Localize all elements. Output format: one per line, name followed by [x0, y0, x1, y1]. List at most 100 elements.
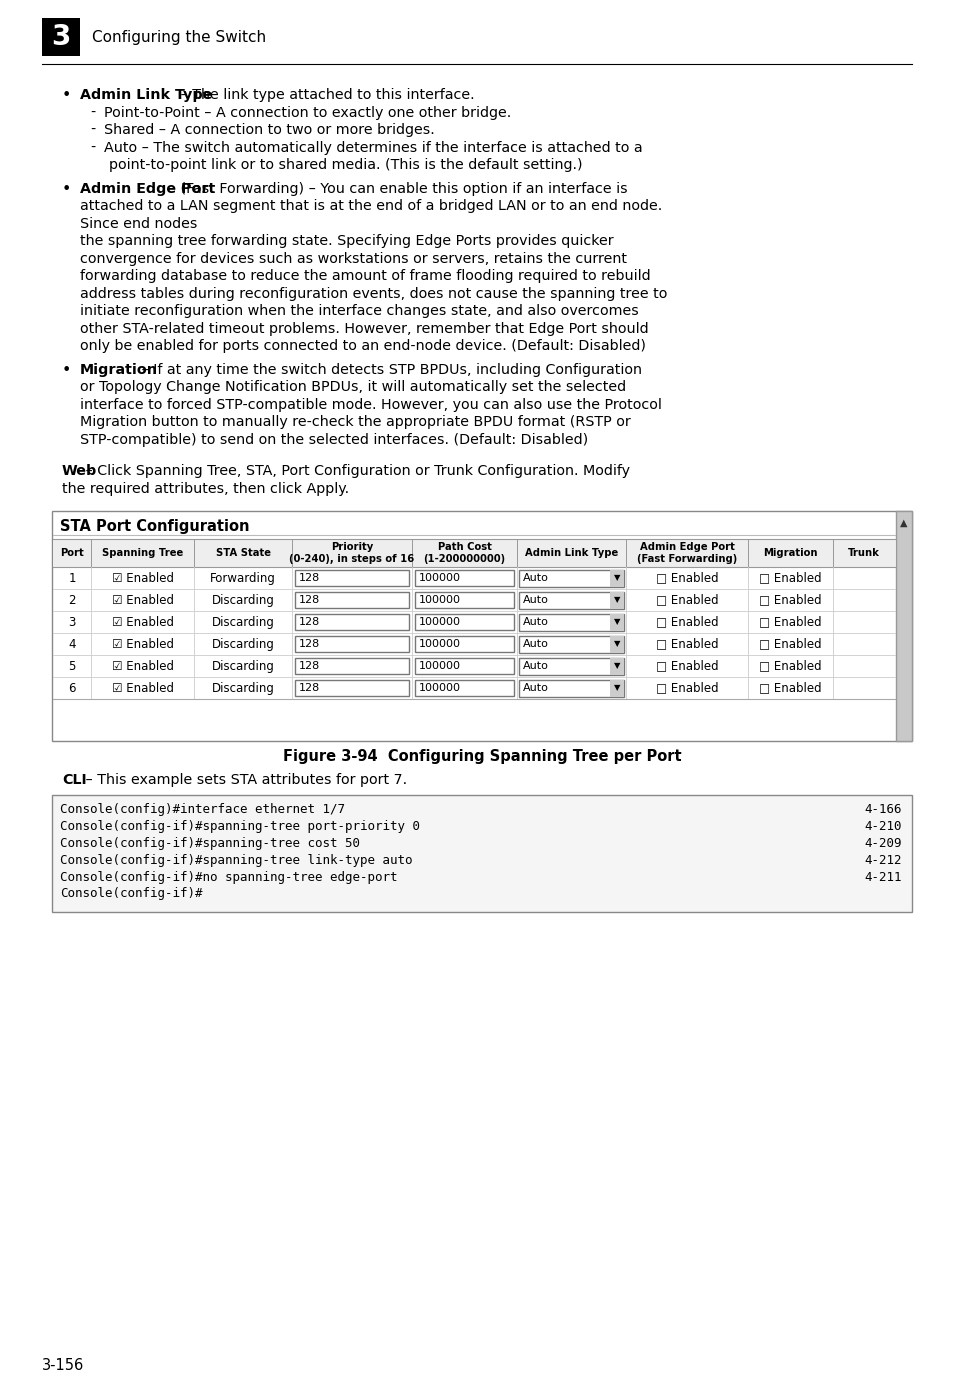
Text: ☑ Enabled: ☑ Enabled: [112, 572, 173, 584]
Text: 100000: 100000: [418, 638, 460, 650]
Text: Auto: Auto: [522, 618, 548, 627]
Text: 128: 128: [298, 618, 320, 627]
Text: only be enabled for ports connected to an end-node device. (Default: Disabled): only be enabled for ports connected to a…: [80, 339, 645, 353]
Bar: [610, 636, 623, 652]
Text: Migration button to manually re-check the appropriate BPDU format (RSTP or: Migration button to manually re-check th…: [80, 415, 630, 429]
Text: 5: 5: [69, 659, 75, 673]
Text: 4-209: 4-209: [863, 837, 901, 849]
Text: -: -: [90, 124, 95, 137]
Bar: [415, 680, 514, 695]
Text: 100000: 100000: [418, 661, 460, 670]
Text: □ Enabled: □ Enabled: [656, 682, 718, 694]
Text: the spanning tree forwarding state. Specifying Edge Ports provides quicker: the spanning tree forwarding state. Spec…: [80, 235, 613, 248]
Text: 100000: 100000: [418, 595, 460, 605]
Text: 4-211: 4-211: [863, 870, 901, 884]
Text: convergence for devices such as workstations or servers, retains the current: convergence for devices such as workstat…: [80, 251, 626, 265]
Bar: [294, 570, 408, 586]
Text: STP-compatible) to send on the selected interfaces. (Default: Disabled): STP-compatible) to send on the selected …: [80, 433, 588, 447]
Text: 3-156: 3-156: [42, 1357, 84, 1373]
Text: 100000: 100000: [418, 573, 460, 583]
Text: or Topology Change Notification BPDUs, it will automatically set the selected: or Topology Change Notification BPDUs, i…: [80, 380, 625, 394]
Text: Admin Link Type: Admin Link Type: [80, 87, 213, 101]
Text: Figure 3-94  Configuring Spanning Tree per Port: Figure 3-94 Configuring Spanning Tree pe…: [282, 750, 680, 763]
Text: •: •: [62, 87, 71, 103]
Text: 3: 3: [51, 24, 71, 51]
Text: 100000: 100000: [418, 618, 460, 627]
Text: Priority
(0-240), in steps of 16: Priority (0-240), in steps of 16: [289, 543, 414, 564]
Text: Migration: Migration: [80, 362, 158, 376]
Text: Console(config)#interface ethernet 1/7: Console(config)#interface ethernet 1/7: [60, 802, 345, 816]
Text: ☑ Enabled: ☑ Enabled: [112, 615, 173, 629]
Text: (Fast Forwarding) – You can enable this option if an interface is: (Fast Forwarding) – You can enable this …: [175, 182, 627, 196]
Text: other STA-related timeout problems. However, remember that Edge Port should: other STA-related timeout problems. Howe…: [80, 322, 648, 336]
Bar: [519, 658, 623, 675]
Text: Discarding: Discarding: [212, 615, 274, 629]
Bar: [610, 593, 623, 609]
Text: ☑ Enabled: ☑ Enabled: [112, 659, 173, 673]
Text: 128: 128: [298, 595, 320, 605]
Text: □ Enabled: □ Enabled: [759, 572, 821, 584]
Text: attached to a LAN segment that is at the end of a bridged LAN or to an end node.: attached to a LAN segment that is at the…: [80, 198, 661, 212]
Text: Console(config-if)#no spanning-tree edge-port: Console(config-if)#no spanning-tree edge…: [60, 870, 397, 884]
Text: □ Enabled: □ Enabled: [656, 659, 718, 673]
Bar: [415, 613, 514, 630]
Bar: [610, 680, 623, 697]
Text: 4-210: 4-210: [863, 819, 901, 833]
Text: ▼: ▼: [613, 618, 619, 626]
Text: address tables during reconfiguration events, does not cause the spanning tree t: address tables during reconfiguration ev…: [80, 286, 667, 300]
Text: ▲: ▲: [900, 518, 907, 527]
Bar: [895, 511, 911, 741]
Text: ▼: ▼: [613, 573, 619, 583]
Text: Web: Web: [62, 464, 97, 477]
Bar: [610, 613, 623, 632]
Text: Admin Edge Port: Admin Edge Port: [80, 182, 215, 196]
Text: – The link type attached to this interface.: – The link type attached to this interfa…: [175, 87, 474, 101]
Text: ▼: ▼: [613, 640, 619, 648]
Text: Shared – A connection to two or more bridges.: Shared – A connection to two or more bri…: [104, 124, 435, 137]
Text: 3: 3: [69, 615, 75, 629]
Bar: [52, 794, 911, 912]
Text: □ Enabled: □ Enabled: [759, 659, 821, 673]
Bar: [294, 658, 408, 675]
Text: 128: 128: [298, 573, 320, 583]
Text: – If at any time the switch detects STP BPDUs, including Configuration: – If at any time the switch detects STP …: [137, 362, 641, 376]
Text: Auto – The switch automatically determines if the interface is attached to a: Auto – The switch automatically determin…: [104, 140, 642, 154]
Text: Auto: Auto: [522, 683, 548, 693]
Text: ▼: ▼: [613, 683, 619, 693]
Text: interface to forced STP-compatible mode. However, you can also use the Protocol: interface to forced STP-compatible mode.…: [80, 397, 661, 411]
Text: STA State: STA State: [215, 548, 271, 558]
Bar: [519, 570, 623, 587]
Text: 4: 4: [69, 637, 75, 651]
Text: Console(config-if)#: Console(config-if)#: [60, 887, 202, 901]
Text: 2: 2: [69, 594, 75, 607]
Bar: [519, 680, 623, 697]
Text: ▼: ▼: [613, 595, 619, 605]
Bar: [415, 570, 514, 586]
Bar: [415, 636, 514, 652]
Text: 128: 128: [298, 638, 320, 650]
Text: Trunk: Trunk: [847, 548, 879, 558]
Text: Auto: Auto: [522, 638, 548, 650]
Text: point-to-point link or to shared media. (This is the default setting.): point-to-point link or to shared media. …: [109, 158, 582, 172]
Text: Auto: Auto: [522, 573, 548, 583]
Text: □ Enabled: □ Enabled: [759, 682, 821, 694]
Bar: [294, 613, 408, 630]
Bar: [42, 18, 80, 56]
Text: – This example sets STA attributes for port 7.: – This example sets STA attributes for p…: [81, 773, 407, 787]
Bar: [610, 570, 623, 587]
Bar: [53, 539, 894, 568]
Text: Console(config-if)#spanning-tree link-type auto: Console(config-if)#spanning-tree link-ty…: [60, 854, 412, 866]
Bar: [519, 593, 623, 609]
Text: ☑ Enabled: ☑ Enabled: [112, 682, 173, 694]
Bar: [294, 593, 408, 608]
Text: •: •: [62, 362, 71, 378]
Text: Console(config-if)#spanning-tree port-priority 0: Console(config-if)#spanning-tree port-pr…: [60, 819, 419, 833]
Text: □ Enabled: □ Enabled: [759, 615, 821, 629]
Bar: [519, 636, 623, 652]
Text: -: -: [90, 140, 95, 154]
Text: initiate reconfiguration when the interface changes state, and also overcomes: initiate reconfiguration when the interf…: [80, 304, 639, 318]
Text: □ Enabled: □ Enabled: [759, 594, 821, 607]
Text: -: -: [90, 105, 95, 119]
Text: Admin Link Type: Admin Link Type: [524, 548, 618, 558]
Text: Discarding: Discarding: [212, 659, 274, 673]
